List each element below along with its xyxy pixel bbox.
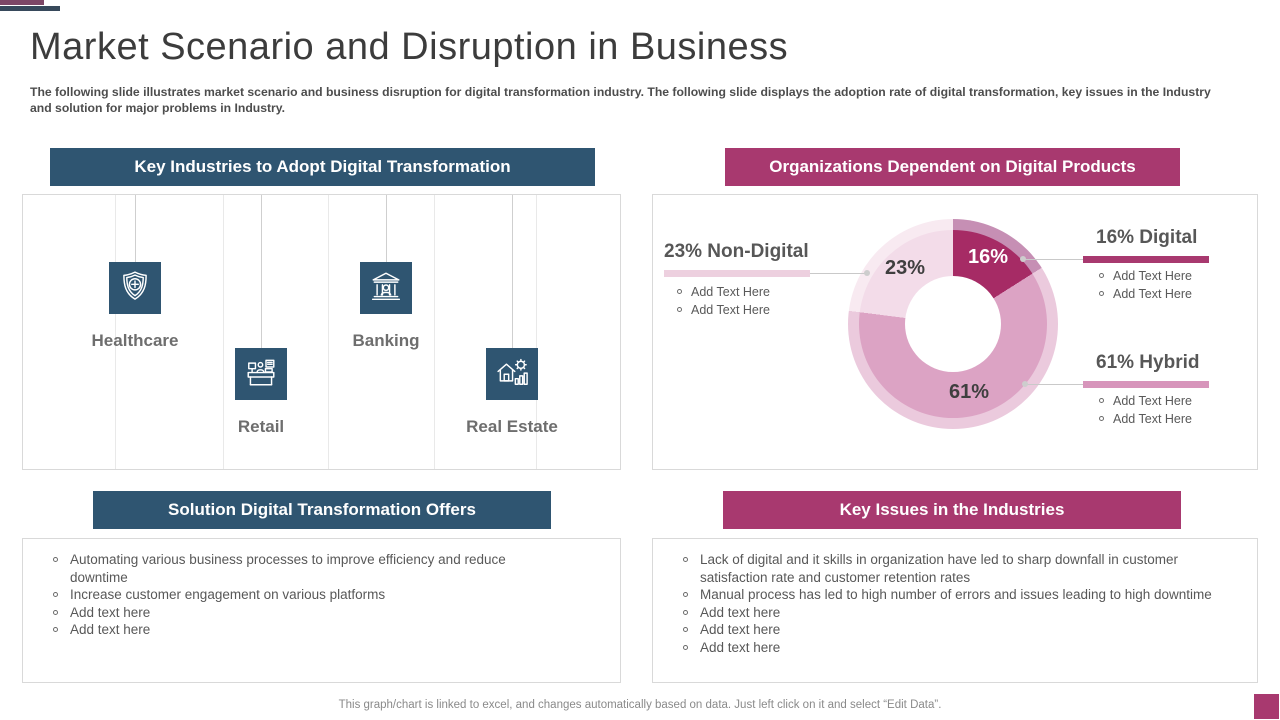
- bullet-marker: [53, 557, 58, 562]
- leader-dot: [1020, 256, 1026, 262]
- bullet-marker: [677, 289, 682, 294]
- callout-heading-hybrid: 61% Hybrid: [1096, 352, 1200, 373]
- callout-heading-non-digital: 23% Non-Digital: [664, 241, 809, 262]
- list-item[interactable]: Add text here: [683, 621, 1241, 639]
- checkout-counter-icon: [241, 352, 281, 397]
- gridline: [434, 195, 435, 469]
- list-item[interactable]: Add Text Here: [1099, 287, 1192, 301]
- list-item[interactable]: Add text here: [683, 604, 1241, 622]
- header-key-issues-label: Key Issues in the Industries: [839, 500, 1065, 519]
- callout-bar-non-digital: [664, 270, 810, 277]
- donut-value-non-digital: 23%: [884, 257, 926, 279]
- gridline: [536, 195, 537, 469]
- solutions-bullet-list: Automating various business processes to…: [23, 539, 620, 639]
- list-item[interactable]: Increase customer engagement on various …: [53, 586, 604, 604]
- list-item[interactable]: Lack of digital and it skills in organiz…: [683, 551, 1241, 586]
- issues-panel: Lack of digital and it skills in organiz…: [652, 538, 1258, 683]
- bullet-marker: [683, 609, 688, 615]
- excel-link-note: This graph/chart is linked to excel, and…: [338, 699, 942, 711]
- list-item[interactable]: Automating various business processes to…: [53, 551, 604, 586]
- non-digital-bullet-list: Add Text Here Add Text Here: [677, 285, 770, 320]
- real-estate-tile: [486, 348, 538, 400]
- header-organizations: Organizations Dependent on Digital Produ…: [725, 148, 1180, 186]
- header-solutions: Solution Digital Transformation Offers: [93, 491, 551, 529]
- drop-line: [261, 195, 262, 348]
- bullet-marker: [53, 627, 58, 632]
- bullet-marker: [683, 627, 688, 632]
- header-solutions-label: Solution Digital Transformation Offers: [168, 500, 476, 519]
- list-item[interactable]: Add text here: [683, 639, 1241, 657]
- callout-bar-digital: [1083, 256, 1209, 263]
- list-item[interactable]: Add text here: [53, 621, 604, 639]
- banking-tile: [360, 262, 412, 314]
- retail-tile: [235, 348, 287, 400]
- digital-bullet-list: Add Text Here Add Text Here: [1099, 269, 1192, 304]
- list-item[interactable]: Add Text Here: [1099, 412, 1192, 426]
- header-key-issues: Key Issues in the Industries: [723, 491, 1181, 529]
- leader-line: [810, 273, 866, 274]
- header-key-industries-label: Key Industries to Adopt Digital Transfor…: [134, 157, 511, 176]
- corner-accent-square: [1254, 694, 1279, 719]
- accent-bar-mauve: [0, 0, 44, 5]
- gridline: [223, 195, 224, 469]
- organizations-chart-panel: 16% 61% 23% 23% Non-Digital Add Text Her…: [652, 194, 1258, 470]
- list-item[interactable]: Add Text Here: [677, 303, 770, 317]
- list-item[interactable]: Add text here: [53, 604, 604, 622]
- bullet-marker: [1099, 415, 1104, 421]
- issues-bullet-list: Lack of digital and it skills in organiz…: [653, 539, 1257, 656]
- header-key-industries: Key Industries to Adopt Digital Transfor…: [50, 148, 595, 186]
- gridline: [115, 195, 116, 469]
- industry-label-healthcare: Healthcare: [91, 331, 179, 350]
- bank-building-icon: [366, 266, 406, 311]
- donut-chart[interactable]: 16% 61% 23%: [848, 219, 1058, 429]
- industries-chart-panel: Healthcare Banking: [22, 194, 621, 470]
- industry-label-banking: Banking: [352, 331, 420, 350]
- callout-bar-hybrid: [1083, 381, 1209, 388]
- list-item[interactable]: Add Text Here: [677, 285, 770, 299]
- leader-line: [1027, 384, 1083, 385]
- bullet-marker: [53, 609, 58, 615]
- leader-dot: [864, 270, 870, 276]
- hybrid-bullet-list: Add Text Here Add Text Here: [1099, 394, 1192, 429]
- donut-value-digital: 16%: [967, 246, 1009, 268]
- donut-hole: [905, 276, 1001, 372]
- bullet-marker: [677, 306, 682, 312]
- subtitle-text: The following slide illustrates market s…: [30, 85, 1211, 116]
- bullet-marker: [1099, 290, 1104, 296]
- drop-line: [135, 195, 136, 262]
- bullet-marker: [53, 592, 58, 597]
- drop-line: [386, 195, 387, 262]
- list-item[interactable]: Add Text Here: [1099, 269, 1192, 283]
- page-title: Market Scenario and Disruption in Busine…: [30, 26, 789, 68]
- bullet-marker: [683, 592, 688, 597]
- gridline: [328, 195, 329, 469]
- bullet-marker: [1099, 398, 1104, 403]
- donut-value-hybrid: 61%: [948, 381, 990, 403]
- bullet-marker: [1099, 273, 1104, 278]
- list-item[interactable]: Add Text Here: [1099, 394, 1192, 408]
- leader-line: [1025, 259, 1083, 260]
- drop-line: [512, 195, 513, 348]
- leader-dot: [1022, 381, 1028, 387]
- accent-bar-slate: [0, 6, 60, 11]
- industry-label-real-estate: Real Estate: [466, 417, 558, 436]
- callout-heading-digital: 16% Digital: [1096, 227, 1198, 248]
- bullet-marker: [683, 557, 688, 562]
- list-item[interactable]: Manual process has led to high number of…: [683, 586, 1241, 604]
- shield-cross-icon: [115, 266, 155, 311]
- healthcare-tile: [109, 262, 161, 314]
- industry-label-retail: Retail: [237, 417, 285, 436]
- header-organizations-label: Organizations Dependent on Digital Produ…: [769, 157, 1136, 176]
- bullet-marker: [683, 644, 688, 650]
- house-analytics-icon: [492, 352, 532, 397]
- solutions-panel: Automating various business processes to…: [22, 538, 621, 683]
